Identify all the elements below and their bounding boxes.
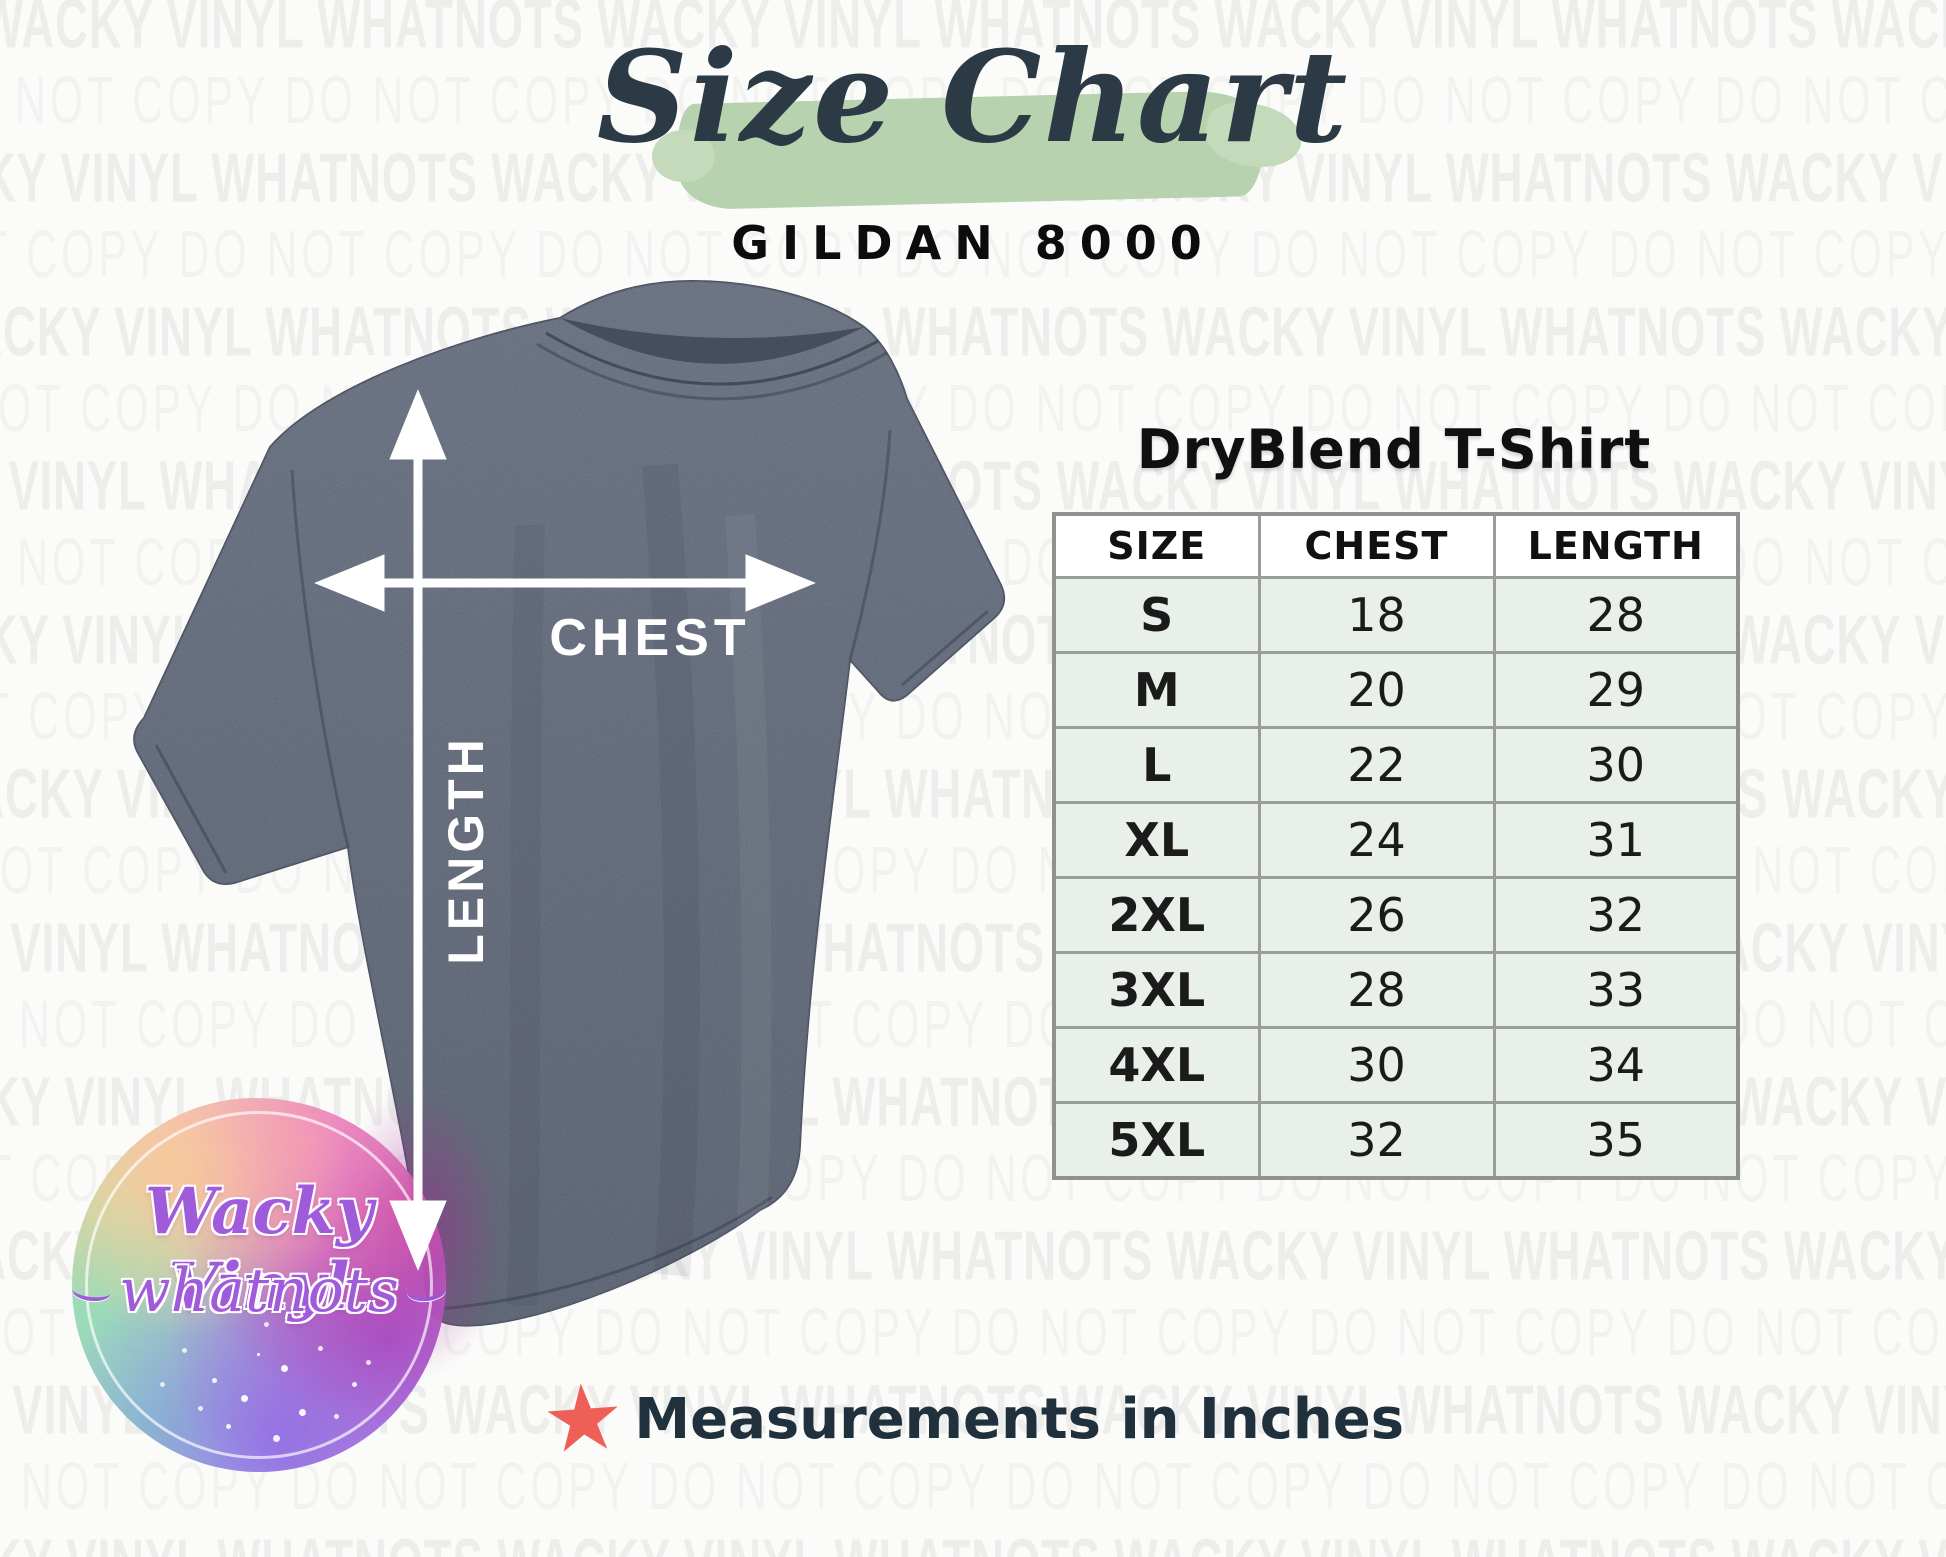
chest-cell: 20 (1257, 651, 1496, 729)
size-table: SIZE CHEST LENGTH S 18 28 M 20 29 L 22 30 XL 24 31 2XL… (1052, 512, 1740, 1180)
size-cell: 4XL (1052, 1026, 1261, 1104)
size-row-3xl: 3XL 28 33 (1052, 951, 1740, 1029)
size-cell: M (1052, 651, 1261, 729)
chest-cell: 30 (1257, 1026, 1496, 1104)
table-header-row: SIZE CHEST LENGTH (1052, 512, 1740, 579)
left-cuff-seam (154, 744, 228, 874)
fold-shadow (642, 463, 700, 1277)
product-code: GILDAN 8000 (731, 216, 1215, 270)
size-cell: 5XL (1052, 1101, 1261, 1180)
size-row-xl: XL 24 31 (1052, 801, 1740, 879)
logo-text-line1: Wacky Vinyl (144, 1174, 374, 1324)
length-cell: 34 (1492, 1026, 1740, 1104)
size-row-s: S 18 28 (1052, 576, 1740, 654)
left-sleeve-seam (290, 469, 350, 848)
watermark-brand-row: WACKY VINYL WHATNOTS WACKY VINYL WHATNOT… (0, 293, 1946, 372)
tshirt-image: CHEST LENGTH (133, 279, 1006, 1327)
brand-logo: Wacky Vinyl whatnots (71, 1088, 504, 1472)
right-cuff-seam (901, 609, 989, 687)
length-cell: 31 (1492, 801, 1740, 879)
tshirt-shape (133, 279, 1006, 1327)
size-cell: 3XL (1052, 951, 1261, 1029)
collar (560, 318, 864, 364)
swash-flourish (405, 1279, 447, 1303)
right-sleeve-seam (848, 429, 892, 661)
chest-cell: 28 (1257, 951, 1496, 1029)
page-title: Size Chart (596, 23, 1350, 171)
chest-cell: 26 (1257, 876, 1496, 954)
length-cell: 33 (1492, 951, 1740, 1029)
fold-highlight (725, 514, 772, 1266)
glitter-sparkles (257, 1353, 260, 1356)
size-cell: 2XL (1052, 876, 1261, 954)
length-label: LENGTH (438, 735, 494, 965)
chest-cell: 18 (1257, 576, 1496, 654)
swash-flourish (71, 1279, 113, 1303)
watermark-brand-row: WACKY VINYL WHATNOTS WACKY VINYL WHATNOT… (0, 1529, 1946, 1557)
heather-texture (134, 281, 1005, 1326)
column-header-size: SIZE (1052, 512, 1261, 579)
length-cell: 30 (1492, 726, 1740, 804)
chest-label: CHEST (549, 609, 750, 667)
size-row-2xl: 2XL 26 32 (1052, 876, 1740, 954)
logo-text-line2: whatnots (119, 1256, 399, 1326)
chest-cell: 24 (1257, 801, 1496, 879)
size-cell: XL (1052, 801, 1261, 879)
measurement-note: Measurements in Inches (634, 1386, 1405, 1452)
footer-note: ★ Measurements in Inches (0, 1365, 1946, 1473)
column-header-chest: CHEST (1257, 512, 1496, 579)
collar-seam (545, 331, 879, 386)
length-cell: 35 (1492, 1101, 1740, 1180)
size-row-5xl: 5XL 32 35 (1052, 1101, 1740, 1180)
size-cell: L (1052, 726, 1261, 804)
product-title: DryBlend T-Shirt (1136, 418, 1652, 481)
chest-cell: 32 (1257, 1101, 1496, 1180)
watermark-do-not-copy-row: DO NOT COPY DO NOT COPY DO NOT COPY DO N… (0, 1448, 1946, 1524)
collar-seam-2 (536, 342, 888, 401)
star-icon: ★ (538, 1365, 628, 1473)
watermark-brand-row: WACKY VINYL WHATNOTS WACKY VINYL WHATNOT… (0, 0, 1946, 64)
fold-shadow (507, 524, 545, 1306)
size-row-m: M 20 29 (1052, 651, 1740, 729)
chest-cell: 22 (1257, 726, 1496, 804)
size-row-l: L 22 30 (1052, 726, 1740, 804)
logo-ring (85, 1111, 433, 1459)
length-cell: 28 (1492, 576, 1740, 654)
length-cell: 32 (1492, 876, 1740, 954)
length-cell: 29 (1492, 651, 1740, 729)
column-header-length: LENGTH (1492, 512, 1740, 579)
watermark-do-not-copy-row: DO NOT COPY DO NOT COPY DO NOT COPY DO N… (0, 216, 1946, 292)
size-cell: S (1052, 576, 1261, 654)
size-row-4xl: 4XL 30 34 (1052, 1026, 1740, 1104)
